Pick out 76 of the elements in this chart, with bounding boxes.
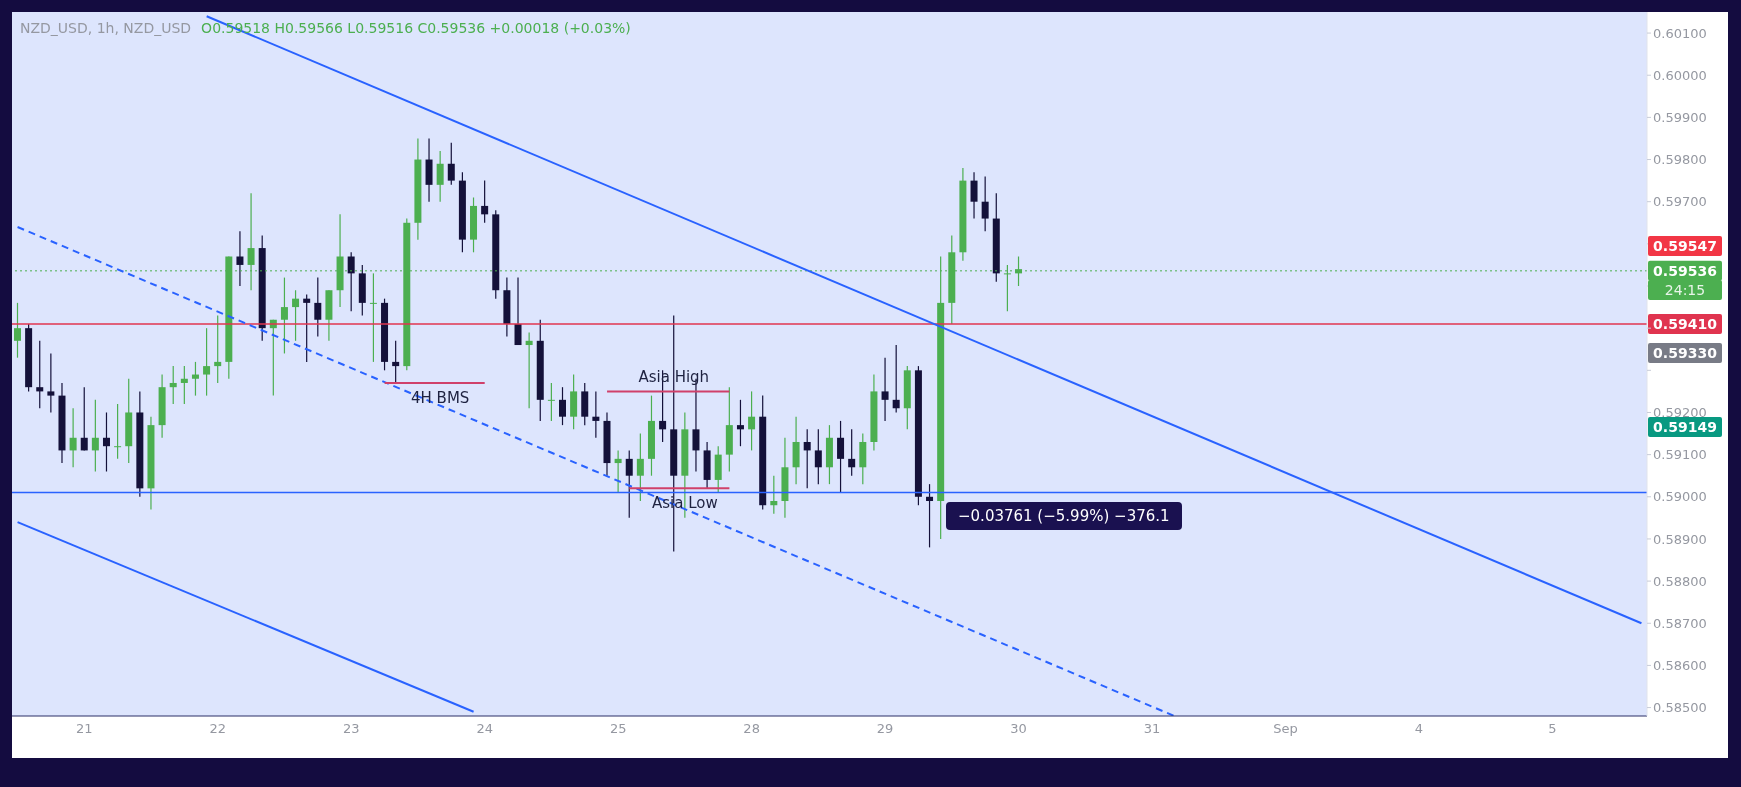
candlestick <box>280 276 288 355</box>
x-tick-label: Sep <box>1273 721 1298 737</box>
x-tick-label: 4 <box>1414 721 1424 737</box>
candlestick <box>69 407 77 468</box>
x-tick-label: 31 <box>1143 721 1161 737</box>
candlestick <box>14 302 21 359</box>
candlestick <box>347 251 355 312</box>
candlestick <box>447 142 455 186</box>
text: 24:15 <box>1648 280 1722 300</box>
y-tick-label: 0.59900 <box>1653 110 1707 125</box>
x-tick-label: 29 <box>876 721 894 737</box>
candlestick <box>592 390 600 439</box>
y-tick-label: 0.59700 <box>1653 194 1707 210</box>
candlestick <box>303 293 311 363</box>
candlestick <box>837 420 845 494</box>
candlestick <box>392 340 400 384</box>
candlestick <box>314 276 322 338</box>
candlestick <box>80 386 88 452</box>
candlestick <box>525 331 533 409</box>
x-tick-label: 28 <box>743 721 760 737</box>
text: 0.59330 <box>1648 343 1722 363</box>
candlestick <box>169 365 177 405</box>
candlestick <box>236 230 244 287</box>
y-tick-label: 0.58600 <box>1653 658 1707 674</box>
candlestick <box>770 475 778 515</box>
ref-line-label: 0.59410 <box>1653 315 1718 332</box>
x-tick-label: 24 <box>476 721 493 737</box>
candlestick <box>926 483 934 548</box>
candlestick <box>514 276 522 346</box>
candlestick <box>369 272 377 363</box>
y-tick-label: 0.58500 <box>1653 700 1707 716</box>
x-tick-label: 25 <box>609 721 627 737</box>
candlestick <box>47 352 55 414</box>
y-tick-label: 0.58800 <box>1653 573 1707 589</box>
candlestick <box>91 399 99 473</box>
candlestick <box>625 449 633 519</box>
candlestick <box>102 411 110 473</box>
y-tick-label: 0.60000 <box>1653 67 1707 83</box>
x-tick-label: 23 <box>342 721 360 737</box>
candlestick <box>292 289 300 342</box>
candlestick <box>981 175 989 232</box>
text: 0.59149 <box>1648 417 1722 437</box>
candlestick <box>36 340 44 409</box>
y-tick-label: 0.60100 <box>1653 25 1707 41</box>
candlestick <box>892 344 900 414</box>
y-tick-label: 0.59000 <box>1653 489 1707 505</box>
candlestick <box>803 428 811 489</box>
x-tick-label: 5 <box>1548 721 1557 737</box>
annotation: −0.03761 (−5.99%) −376.1 <box>946 502 1182 530</box>
candlestick <box>970 171 978 220</box>
candlestick <box>748 390 756 452</box>
candlestick <box>559 386 566 426</box>
y-tick-label: 0.58700 <box>1653 615 1707 631</box>
candlestick <box>191 361 199 397</box>
candlestick <box>881 357 889 422</box>
candlestick <box>814 428 822 485</box>
ref-line-label: 0.59536 <box>1653 262 1717 279</box>
x-tick-label: 22 <box>209 721 227 737</box>
y-tick-label: 0.59100 <box>1653 447 1707 463</box>
x-tick-label: 21 <box>76 721 93 737</box>
candlestick <box>180 365 188 405</box>
candlestick <box>547 382 555 422</box>
candlestick <box>203 327 211 397</box>
candlestick <box>614 449 622 494</box>
x-tick-label: 30 <box>1010 721 1027 737</box>
y-tick-label: 0.59800 <box>1653 152 1707 168</box>
candlestick <box>636 432 644 502</box>
candlestick <box>436 150 444 203</box>
candlestick <box>214 314 222 384</box>
candlestick <box>848 428 856 477</box>
candlestick <box>481 180 489 224</box>
y-tick-label: 0.58900 <box>1653 531 1707 547</box>
candlestick <box>114 403 122 460</box>
text: NZD_USD, 1h, NZD_USD <box>20 20 192 36</box>
text: 0.59547 <box>1648 236 1722 256</box>
candlestick <box>736 399 744 447</box>
